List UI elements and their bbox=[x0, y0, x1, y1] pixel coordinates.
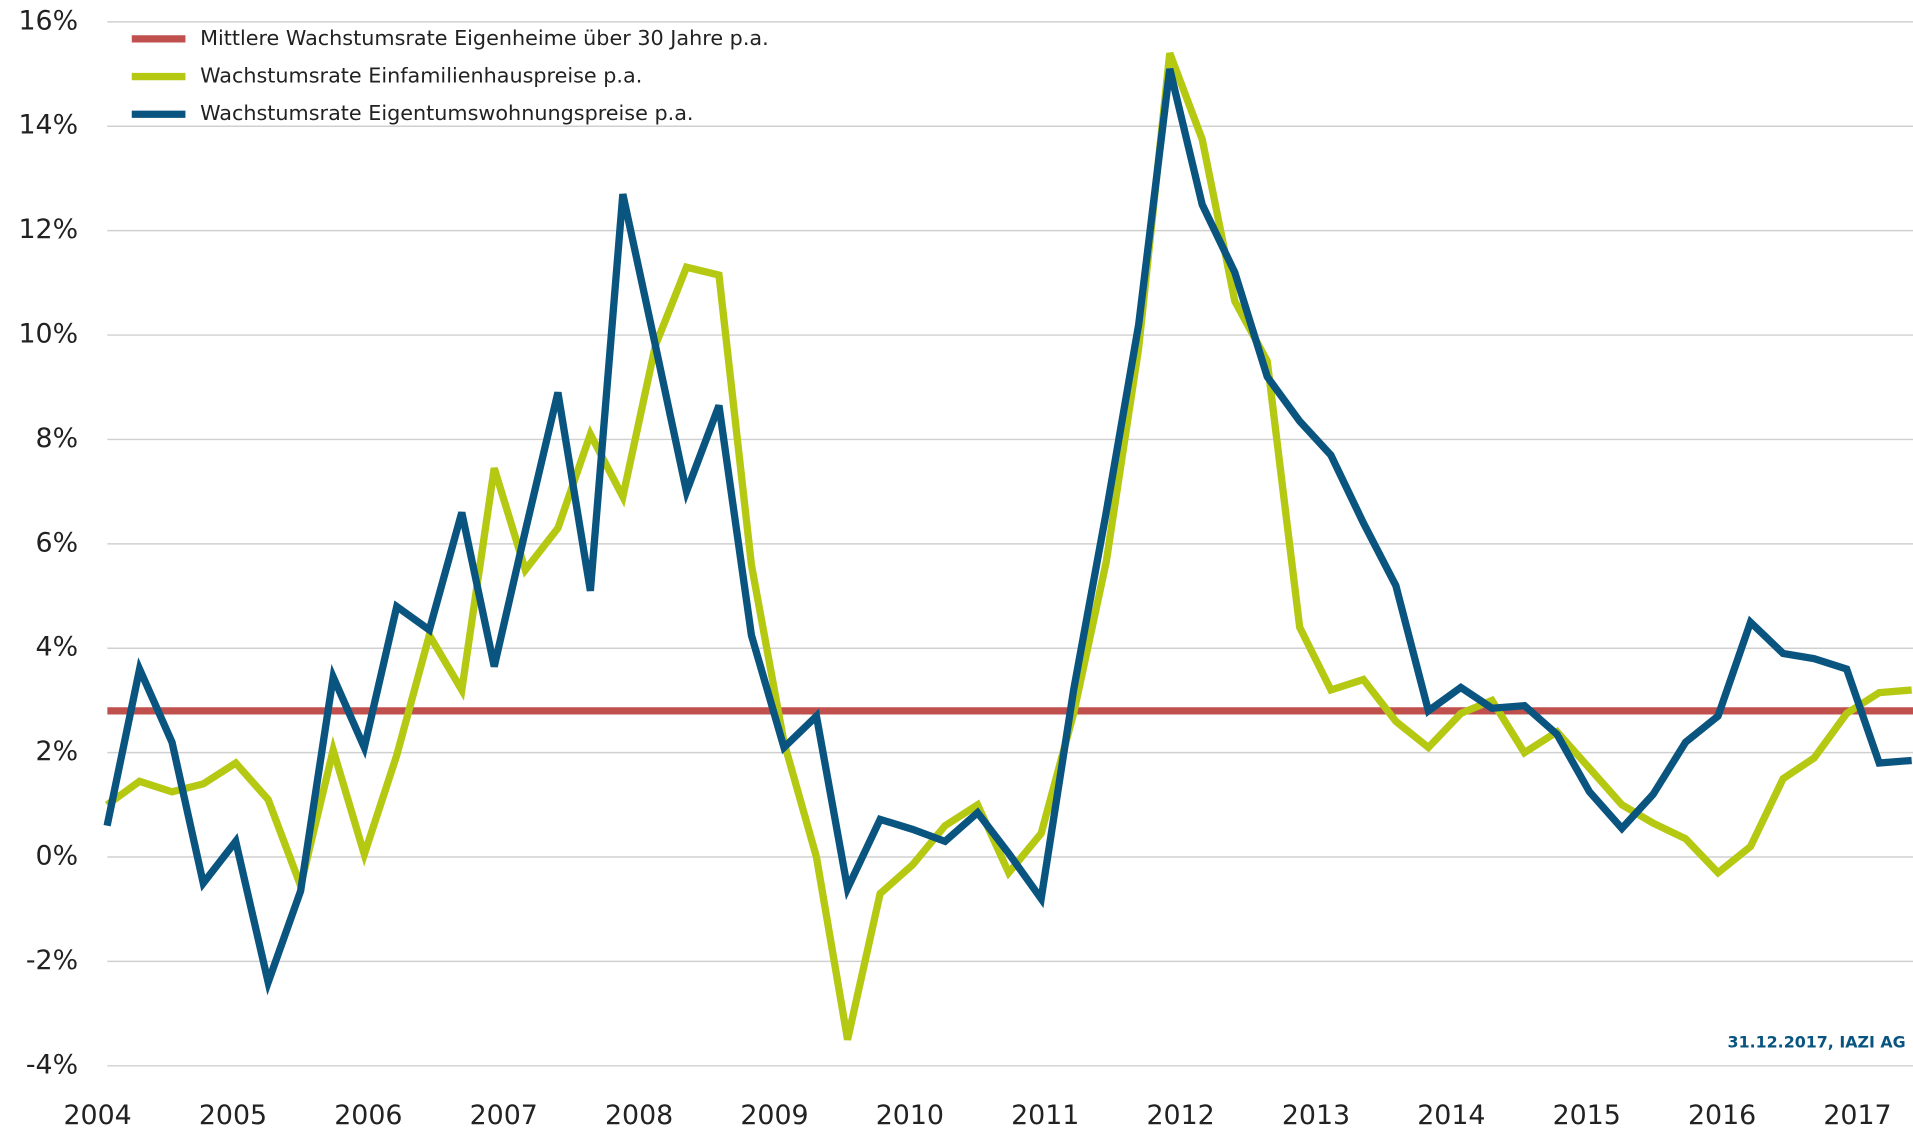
x-tick-label: 2016 bbox=[1688, 1100, 1756, 1131]
x-tick-label: 2007 bbox=[470, 1100, 538, 1131]
y-tick-label: 6% bbox=[36, 527, 79, 558]
x-tick-label: 2006 bbox=[334, 1100, 402, 1131]
x-tick-label: 2005 bbox=[199, 1100, 267, 1131]
y-tick-label: 2% bbox=[36, 736, 79, 767]
y-tick-label: 8% bbox=[36, 423, 79, 454]
series-line bbox=[104, 51, 1912, 1041]
x-tick-label: 2012 bbox=[1146, 1100, 1214, 1131]
legend-label: Mittlere Wachstumsrate Eigenheime über 3… bbox=[200, 26, 769, 50]
x-tick-label: 2014 bbox=[1417, 1100, 1485, 1131]
legend-label: Wachstumsrate Eigentumswohnungspreise p.… bbox=[200, 101, 693, 125]
y-tick-label: 0% bbox=[36, 841, 79, 872]
x-tick-label: 2015 bbox=[1553, 1100, 1621, 1131]
y-tick-label: 4% bbox=[36, 632, 79, 663]
y-tick-label: 12% bbox=[18, 214, 78, 245]
y-tick-label: 14% bbox=[18, 110, 78, 141]
source-note: 31.12.2017, IAZI AG bbox=[1728, 1032, 1906, 1051]
y-tick-label: -4% bbox=[26, 1049, 78, 1080]
x-tick-label: 2004 bbox=[63, 1100, 131, 1131]
y-tick-label: 16% bbox=[18, 5, 78, 36]
x-tick-label: 2009 bbox=[740, 1100, 808, 1131]
x-tick-label: 2010 bbox=[876, 1100, 944, 1131]
x-tick-label: 2008 bbox=[605, 1100, 673, 1131]
x-tick-label: 2017 bbox=[1823, 1100, 1891, 1131]
legend-label: Wachstumsrate Einfamilienhauspreise p.a. bbox=[200, 64, 642, 88]
x-tick-label: 2011 bbox=[1011, 1100, 1079, 1131]
x-tick-label: 2013 bbox=[1282, 1100, 1350, 1131]
series-line bbox=[103, 68, 1912, 996]
y-tick-label: 10% bbox=[18, 319, 78, 350]
y-tick-label: -2% bbox=[26, 945, 78, 976]
